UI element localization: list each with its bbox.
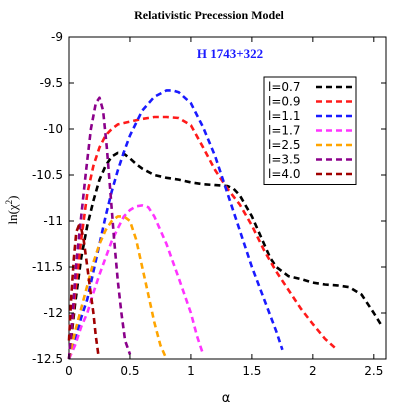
series-line-2 bbox=[67, 115, 339, 360]
series-line-3 bbox=[67, 89, 284, 360]
legend-box bbox=[263, 76, 357, 185]
y-axis-label: ln(χ2) bbox=[4, 195, 20, 224]
series-line-5 bbox=[67, 215, 168, 360]
y-axis-label-end: ) bbox=[5, 195, 20, 199]
y-tick-label: -11 bbox=[43, 214, 63, 228]
x-tick-label: 1 bbox=[187, 364, 195, 378]
legend-label-2: l=0.9 bbox=[268, 95, 300, 109]
series-line-6 bbox=[67, 96, 132, 360]
y-axis-label-base: ln(χ bbox=[5, 204, 20, 224]
x-tick-label: 0.5 bbox=[120, 364, 139, 378]
x-tick-label: 1.5 bbox=[242, 364, 261, 378]
legend-label-6: l=3.5 bbox=[268, 153, 300, 167]
series-line-7 bbox=[67, 224, 100, 355]
y-tick-label: -9.5 bbox=[40, 76, 63, 90]
x-tick-label: 2.5 bbox=[364, 364, 383, 378]
x-tick-label: 2 bbox=[309, 364, 317, 378]
y-tick-label: -12.5 bbox=[32, 352, 63, 366]
y-axis-label-sup: 2 bbox=[4, 200, 14, 205]
series-lines bbox=[67, 89, 384, 360]
series-line-4 bbox=[67, 204, 205, 360]
chart-title: Relativistic Precession Model bbox=[134, 8, 284, 22]
legend-label-7: l=4.0 bbox=[268, 167, 300, 181]
legend: l=0.7l=0.9l=1.1l=1.7l=2.5l=3.5l=4.0 bbox=[263, 76, 357, 185]
y-tick-label: -10.5 bbox=[32, 168, 63, 182]
x-tick-label: 0 bbox=[65, 364, 73, 378]
legend-label-1: l=0.7 bbox=[268, 80, 300, 94]
legend-label-4: l=1.7 bbox=[268, 124, 300, 138]
legend-label-3: l=1.1 bbox=[268, 109, 300, 123]
axes: 0 0.5 1 1.5 2 2.5 -12.5 -12 -11.5 -11 -10.5 -10 -9.5… bbox=[32, 30, 386, 378]
legend-label-5: l=2.5 bbox=[268, 138, 300, 152]
x-axis-label: α bbox=[222, 391, 231, 406]
plot-frame bbox=[68, 36, 387, 360]
y-tick-label: -11.5 bbox=[32, 260, 63, 274]
y-tick-label: -9 bbox=[51, 30, 63, 44]
series-line-1 bbox=[67, 151, 384, 360]
plot-area-border bbox=[68, 36, 387, 360]
chart-annotation: H 1743+322 bbox=[197, 46, 263, 61]
y-tick-label: -12 bbox=[43, 306, 63, 320]
y-tick-label: -10 bbox=[43, 122, 63, 136]
